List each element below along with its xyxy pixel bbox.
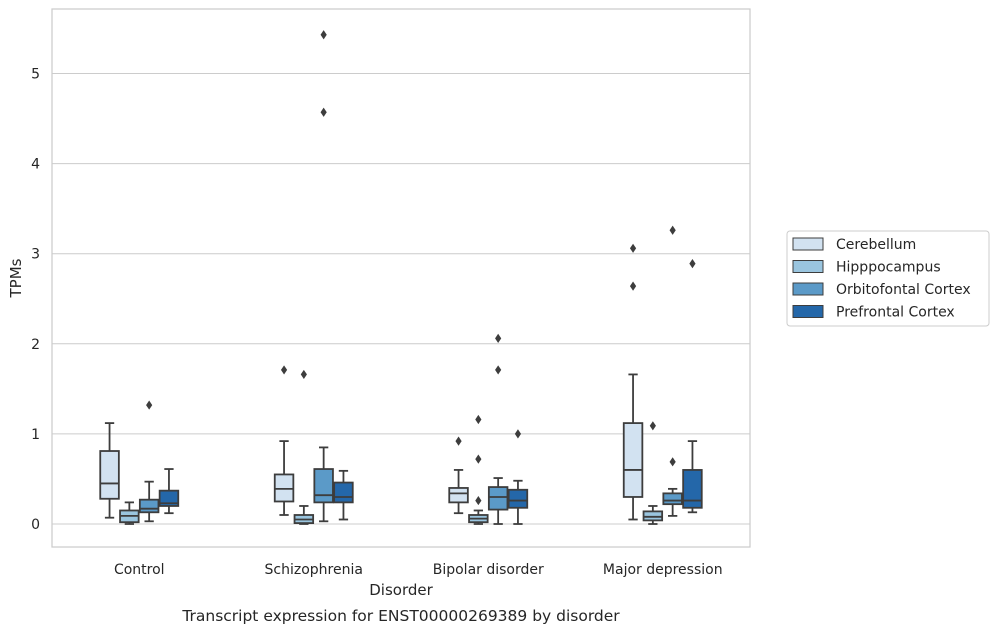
outlier-point <box>146 400 153 410</box>
box <box>273 473 295 503</box>
chart-caption: Transcript expression for ENST0000026938… <box>181 607 620 625</box>
y-tick-label: 0 <box>31 517 40 533</box>
outlier-point <box>495 365 502 375</box>
legend-label: Hipppocampus <box>836 260 941 276</box>
box <box>682 469 703 509</box>
box <box>448 487 469 504</box>
legend-label: Prefrontal Cortex <box>836 305 955 321</box>
legend-label: Cerebellum <box>836 237 916 253</box>
outlier-point <box>475 454 482 464</box>
outlier-point <box>689 259 696 269</box>
y-tick-label: 2 <box>31 337 40 353</box>
series-cerebellum <box>99 243 644 521</box>
y-tick-label: 3 <box>31 247 40 263</box>
outlier-point <box>669 457 676 467</box>
y-axis-title: TPMs <box>7 258 25 298</box>
outlier-point <box>320 30 327 40</box>
legend-swatch <box>792 305 824 318</box>
box <box>313 468 334 504</box>
legend-label: Orbitofontal Cortex <box>836 282 971 298</box>
outlier-point <box>455 436 462 446</box>
x-axis-title: Disorder <box>369 581 433 599</box>
outlier-point <box>629 243 637 253</box>
outlier-point <box>514 429 522 439</box>
series-prefrontal-cortex <box>158 259 703 525</box>
legend: Cerebellum Hipppocampus Orbitofontal Corte… <box>786 230 990 327</box>
y-tick-label: 1 <box>31 427 40 443</box>
x-tick-label: Control <box>114 562 165 578</box>
outlier-point <box>649 421 656 431</box>
y-tick-label: 4 <box>31 157 40 173</box>
x-axis-ticks: Control Schizophrenia Bipolar disorder Majo… <box>114 562 723 578</box>
box <box>507 488 529 509</box>
legend-swatch <box>792 282 824 296</box>
y-tick-label: 5 <box>31 67 40 83</box>
box <box>99 450 120 500</box>
outlier-point <box>280 365 288 375</box>
outlier-point <box>300 369 307 380</box>
outlier-point <box>495 333 502 343</box>
grid-lines <box>52 73 750 525</box>
box <box>158 489 180 507</box>
plot-frame <box>51 8 751 548</box>
box <box>487 486 509 511</box>
y-axis-ticks: 0 1 2 3 4 5 <box>31 67 40 534</box>
outlier-point <box>629 281 637 291</box>
legend-frame <box>786 230 990 327</box>
x-tick-label: Schizophrenia <box>265 562 363 578</box>
series-orbitofontal-cortex <box>138 30 683 525</box>
box <box>333 481 354 504</box>
box <box>642 510 664 522</box>
box <box>662 492 683 506</box>
x-tick-label: Bipolar disorder <box>433 562 544 578</box>
legend-swatch <box>792 237 824 251</box>
box-series <box>99 30 703 525</box>
legend-swatch <box>792 260 824 273</box>
x-tick-label: Major depression <box>603 562 723 578</box>
outlier-point <box>320 107 327 117</box>
plot-background <box>52 9 750 547</box>
series-hipppocampus <box>119 369 664 525</box>
box <box>622 422 644 498</box>
outlier-point <box>475 495 482 506</box>
box <box>138 498 160 514</box>
outlier-point <box>669 225 676 235</box>
outlier-point <box>475 414 482 425</box>
